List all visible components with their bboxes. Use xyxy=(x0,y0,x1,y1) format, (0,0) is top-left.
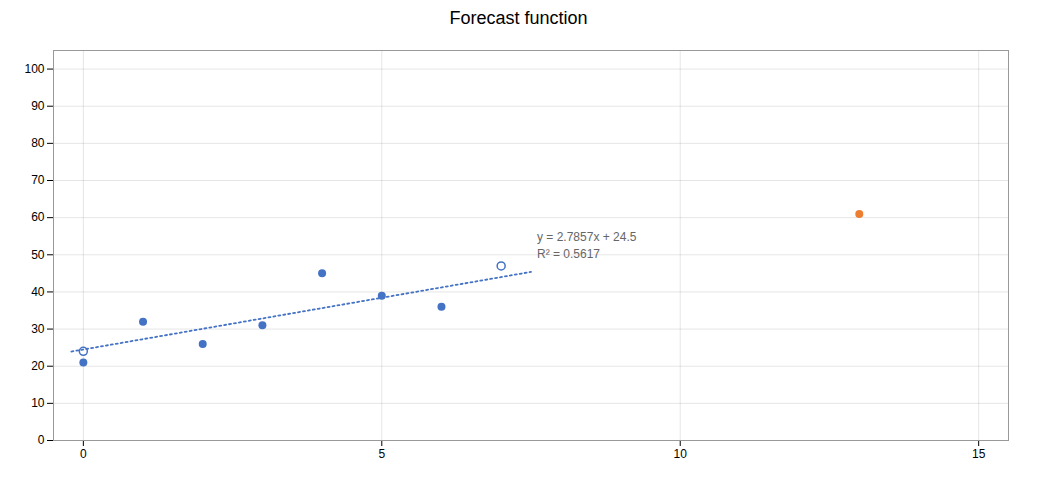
svg-text:40: 40 xyxy=(31,285,45,299)
svg-text:70: 70 xyxy=(31,173,45,187)
svg-text:100: 100 xyxy=(24,62,44,76)
svg-text:60: 60 xyxy=(31,210,45,224)
svg-text:30: 30 xyxy=(31,322,45,336)
svg-text:10: 10 xyxy=(31,396,45,410)
svg-text:80: 80 xyxy=(31,136,45,150)
svg-text:y = 2.7857x + 24.5R² = 0.5617: y = 2.7857x + 24.5R² = 0.5617 xyxy=(537,230,637,261)
svg-text:0: 0 xyxy=(38,433,45,447)
svg-text:20: 20 xyxy=(31,359,45,373)
svg-text:0: 0 xyxy=(80,447,87,461)
svg-text:10: 10 xyxy=(674,447,688,461)
svg-text:50: 50 xyxy=(31,248,45,262)
svg-text:15: 15 xyxy=(972,447,986,461)
svg-text:5: 5 xyxy=(378,447,385,461)
svg-text:90: 90 xyxy=(31,99,45,113)
html-text:Forecast function: Forecast function xyxy=(449,8,588,28)
